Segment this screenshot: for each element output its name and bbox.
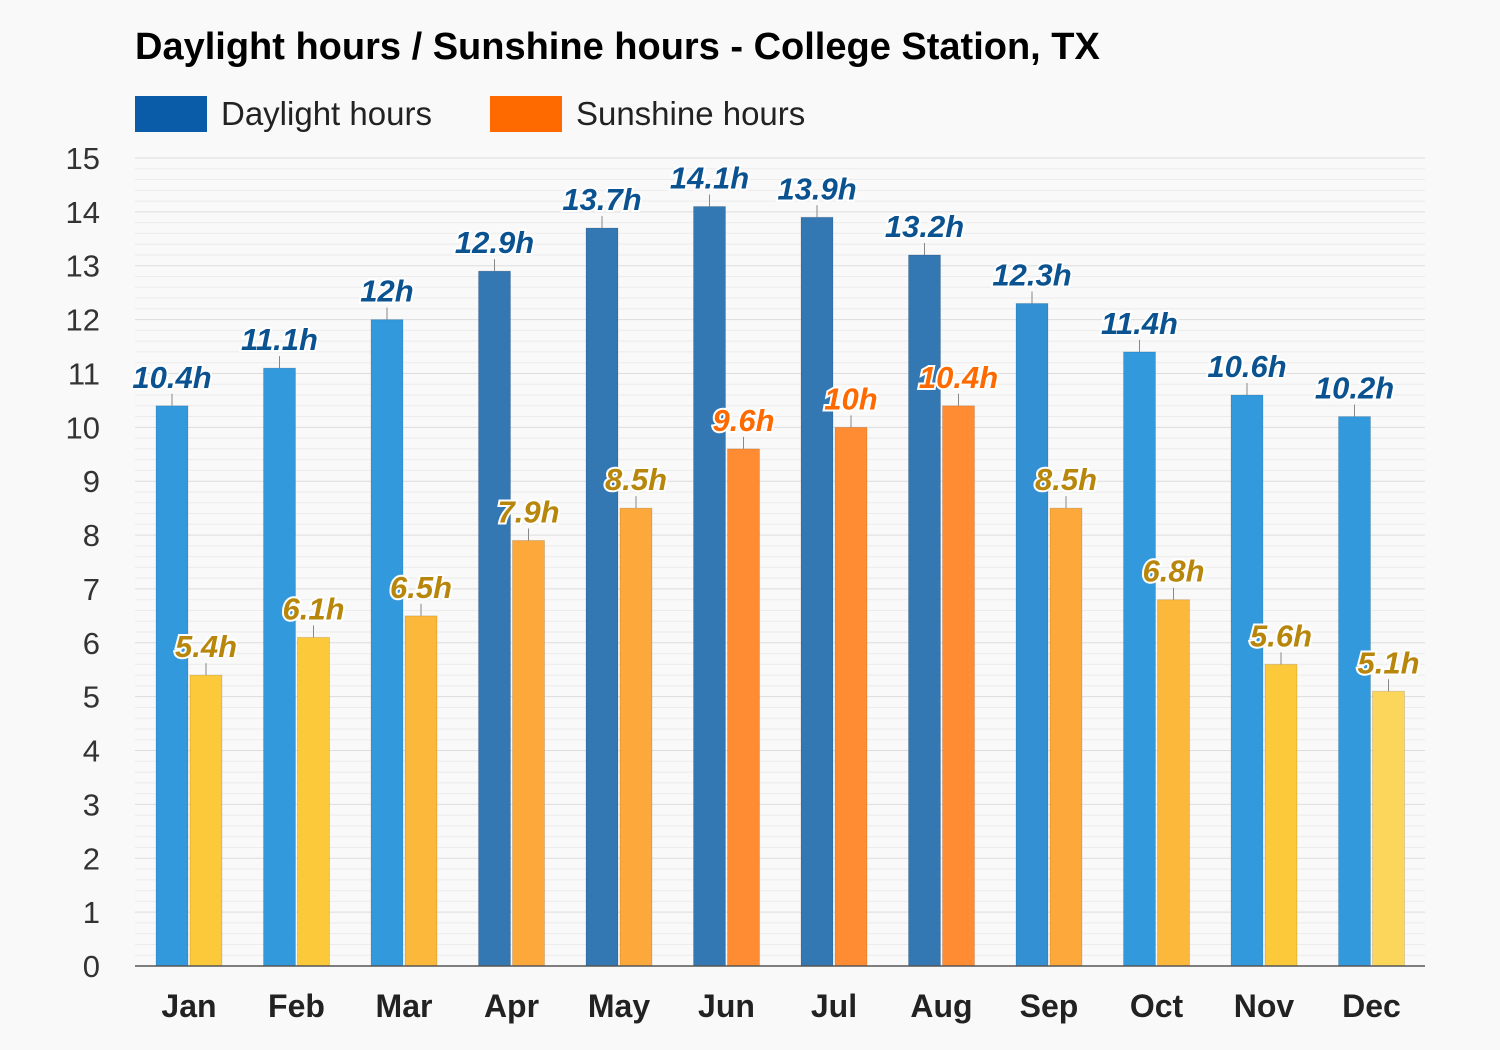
sunshine-data-label: 8.5h (605, 462, 667, 497)
sunshine-bar[interactable] (1372, 690, 1405, 967)
x-tick-label: Jun (698, 988, 755, 1024)
daylight-bar[interactable] (155, 405, 189, 967)
daylight-data-label: 10.2h (1315, 371, 1394, 406)
daylight-data-label: 12.9h (455, 225, 534, 260)
sunshine-data-label: 10h (824, 381, 877, 416)
daylight-data-label: 13.7h (562, 182, 641, 217)
sunshine-data-label: 7.9h (497, 494, 559, 529)
y-tick-label: 15 (66, 141, 100, 176)
y-tick-label: 12 (66, 303, 100, 338)
legend-item-daylight[interactable]: Daylight hours (135, 95, 432, 133)
daylight-bar[interactable] (263, 367, 296, 967)
sunshine-data-label: 6.8h (1142, 554, 1204, 589)
sunshine-bar[interactable] (189, 674, 223, 967)
legend-label-sunshine: Sunshine hours (575, 95, 806, 132)
daylight-data-label: 12h (360, 274, 413, 309)
daylight-bar[interactable] (370, 319, 404, 967)
sunshine-data-label: 9.6h (712, 403, 774, 438)
sunshine-bar[interactable] (942, 405, 975, 967)
x-tick-label: Dec (1342, 988, 1401, 1024)
sunshine-bar[interactable] (1157, 599, 1190, 967)
daylight-data-label: 11.4h (1101, 306, 1178, 341)
sunshine-data-label: 10.4h (919, 360, 998, 395)
y-tick-label: 3 (83, 787, 100, 822)
sunshine-data-label: 6.5h (390, 570, 452, 605)
daylight-data-label: 14.1h (670, 160, 749, 195)
sunshine-bar[interactable] (1264, 663, 1298, 967)
y-tick-label: 8 (83, 518, 100, 553)
legend-item-sunshine[interactable]: Sunshine hours (489, 95, 806, 133)
sunshine-bar[interactable] (1049, 507, 1083, 967)
chart-title: Daylight hours / Sunshine hours - Colleg… (135, 26, 1100, 68)
y-tick-label: 13 (66, 249, 100, 284)
sunshine-bar[interactable] (512, 539, 545, 967)
x-tick-label: Oct (1130, 988, 1184, 1024)
x-tick-label: May (588, 988, 650, 1024)
daylight-data-label: 10.4h (132, 360, 211, 395)
daylight-data-label: 12.3h (992, 257, 1071, 292)
y-tick-label: 5 (83, 680, 100, 715)
y-tick-label: 11 (68, 356, 100, 391)
y-tick-label: 0 (83, 949, 100, 984)
y-tick-label: 9 (83, 464, 100, 499)
sunshine-data-label: 6.1h (282, 591, 344, 626)
x-tick-label: Jan (161, 988, 216, 1024)
daylight-data-label: 13.9h (777, 171, 856, 206)
legend: Daylight hours Sunshine hours (135, 94, 863, 134)
y-tick-label: 10 (66, 410, 100, 445)
bars (155, 194, 1405, 967)
daylight-bar[interactable] (478, 270, 511, 967)
y-tick-label: 14 (66, 195, 100, 230)
x-tick-label: Nov (1234, 988, 1295, 1024)
daylight-bar[interactable] (1123, 351, 1156, 967)
sunshine-data-label: 8.5h (1035, 462, 1097, 497)
sunshine-bar[interactable] (727, 448, 760, 967)
daylight-data-label: 10.6h (1207, 349, 1286, 384)
daylight-data-label: 11.1h (241, 322, 318, 357)
sunshine-bar[interactable] (404, 615, 438, 967)
x-tick-label: Mar (376, 988, 433, 1024)
daylight-bar[interactable] (585, 227, 619, 967)
y-tick-label: 2 (83, 841, 100, 876)
sunshine-data-label: 5.4h (175, 629, 237, 664)
x-tick-label: Aug (910, 988, 972, 1024)
daylight-bar[interactable] (1230, 394, 1264, 967)
sunshine-bar[interactable] (619, 507, 653, 967)
x-tick-label: Apr (484, 988, 539, 1024)
legend-swatch-daylight (135, 96, 207, 132)
x-tick-label: Jul (811, 988, 857, 1024)
daylight-bar[interactable] (1338, 416, 1371, 967)
data-labels: 10.4h 5.4h 11.1h 6.1h 12h 6.5h 12.9h 7.9h 13.7h 8… (130, 158, 1421, 682)
y-tick-label: 4 (83, 734, 100, 769)
daylight-bar[interactable] (693, 205, 726, 967)
daylight-data-label: 13.2h (885, 209, 964, 244)
sunshine-bar[interactable] (297, 636, 330, 967)
daylight-bar[interactable] (800, 216, 834, 967)
legend-label-daylight: Daylight hours (221, 95, 432, 132)
x-tick-label: Feb (268, 988, 325, 1024)
sunshine-data-label: 5.1h (1357, 645, 1419, 680)
gridlines (135, 157, 1425, 967)
daylight-bar[interactable] (1015, 302, 1049, 967)
y-tick-label: 7 (83, 572, 100, 607)
sunshine-bar[interactable] (834, 426, 868, 967)
sunshine-data-label: 5.6h (1250, 618, 1312, 653)
y-tick-label: 1 (83, 895, 100, 930)
y-tick-label: 6 (83, 626, 100, 661)
legend-swatch-sunshine (489, 96, 562, 132)
x-tick-label: Sep (1020, 988, 1079, 1024)
